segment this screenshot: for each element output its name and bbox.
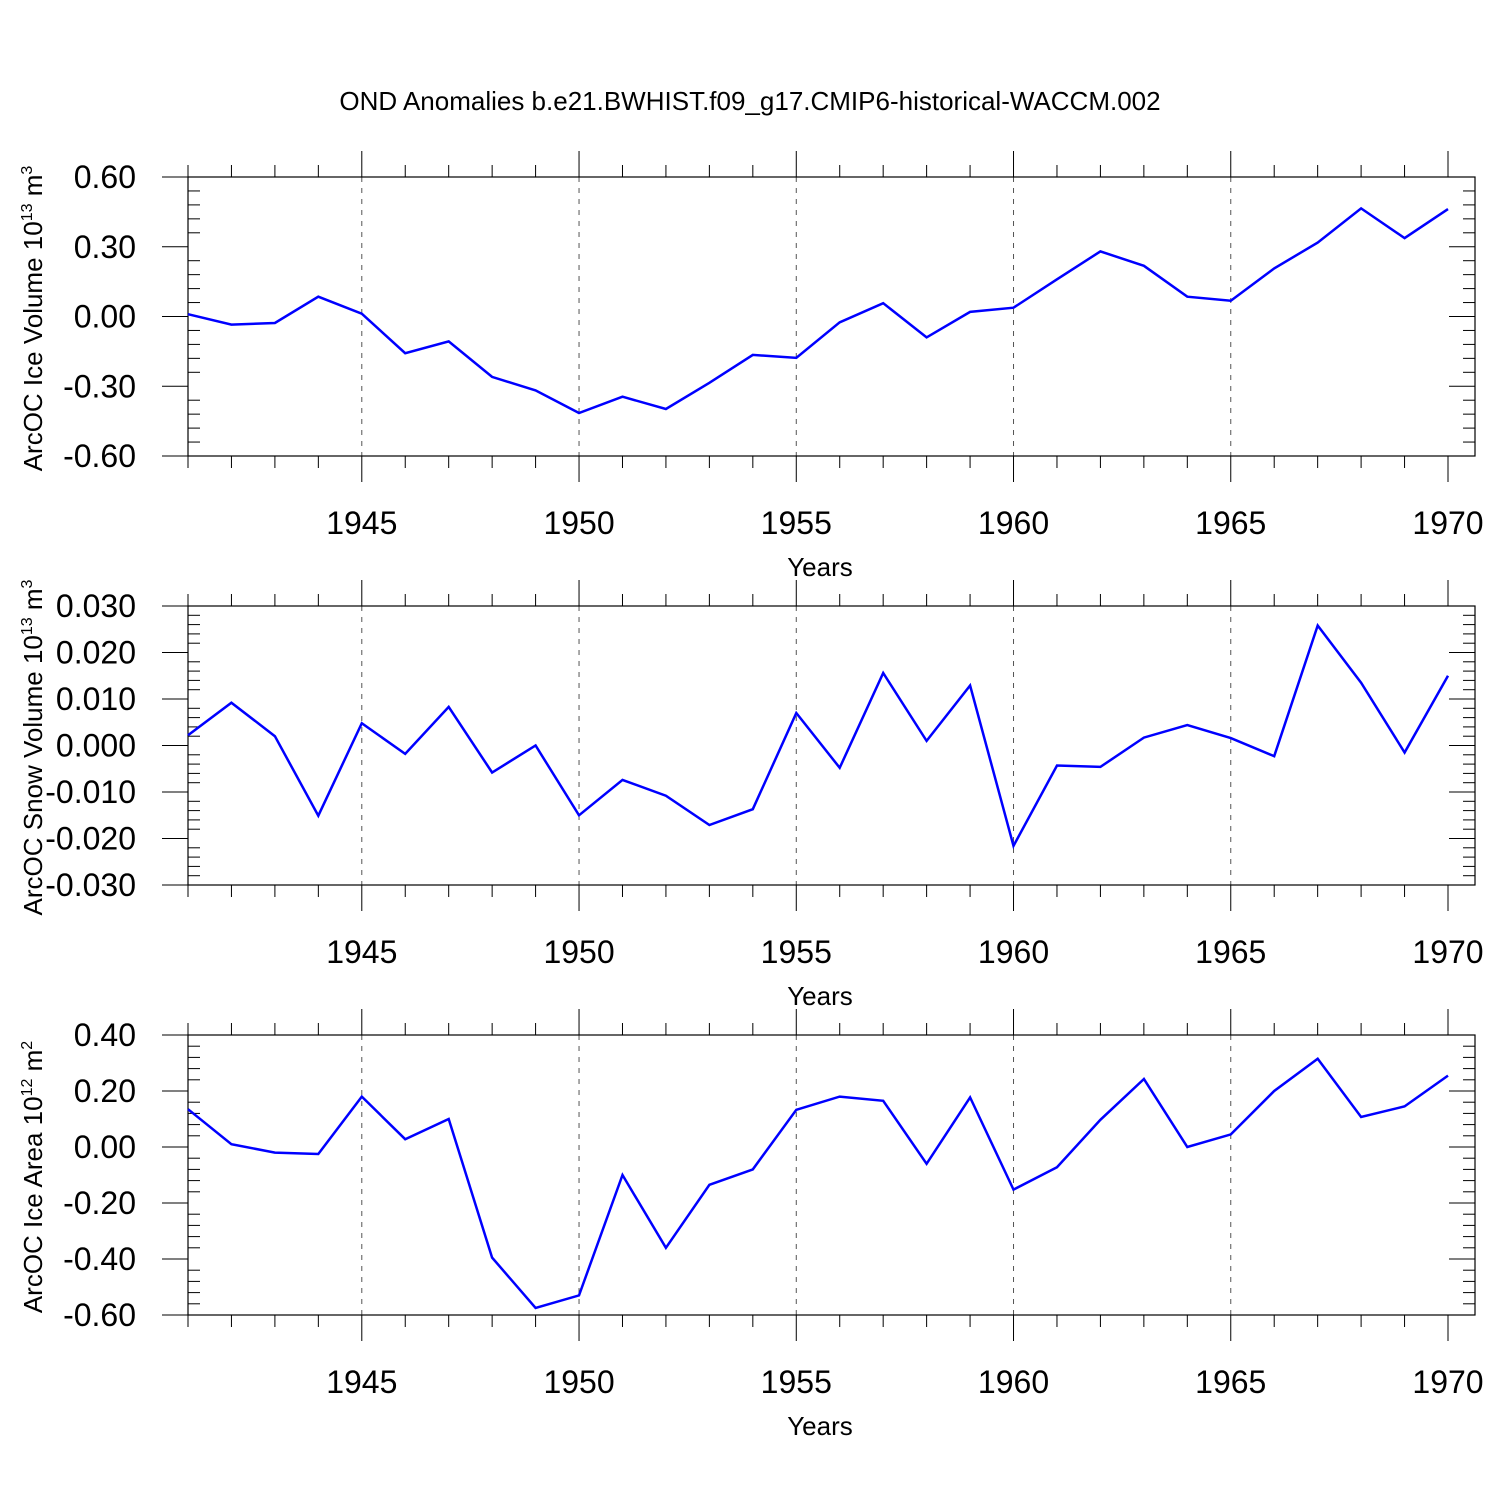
ice-area-series-line — [187, 1057, 1449, 1310]
snow-volume-y-tick-label: 0.000 — [56, 728, 136, 764]
ice-area-y-tick-label: 0.00 — [74, 1129, 136, 1165]
snow-volume-y-tick-label: 0.020 — [56, 635, 136, 671]
ice-volume-y-axis-title: ArcOC Ice Volume 1013 m3 — [18, 166, 48, 472]
ice-volume-y-tick-label: 0.30 — [74, 229, 136, 265]
ice-volume-x-tick-label: 1965 — [1195, 505, 1266, 541]
snow-volume-y-axis-title: ArcOC Snow Volume 1013 m3 — [18, 579, 48, 915]
panel-snow-volume: 1945 1950 1955 1960 1965 1970 Years -0.030 -0.02… — [18, 579, 1484, 1011]
snow-volume-y-tick-label: -0.030 — [45, 867, 136, 903]
snow-volume-x-tick-label: 1965 — [1195, 934, 1266, 970]
ice-volume-x-tick-label: 1945 — [326, 505, 397, 541]
ice-area-x-tick-label: 1965 — [1195, 1364, 1266, 1400]
ice-volume-series-line — [187, 206, 1449, 415]
panel-ice-area: 1945 1950 1955 1960 1965 1970 Years -0.60 -0.40 -… — [18, 1009, 1484, 1441]
snow-volume-y-tick-label: -0.010 — [45, 774, 136, 810]
ice-area-x-tick-label: 1950 — [543, 1364, 614, 1400]
snow-volume-frame — [187, 605, 1476, 886]
ice-area-x-tick-label: 1970 — [1412, 1364, 1483, 1400]
snow-volume-y-tick-label: 0.010 — [56, 681, 136, 717]
snow-volume-x-tick-label: 1970 — [1412, 934, 1483, 970]
figure-title: OND Anomalies b.e21.BWHIST.f09_g17.CMIP6… — [339, 86, 1160, 116]
ice-area-x-tick-label: 1960 — [978, 1364, 1049, 1400]
ice-area-x-tick-label: 1955 — [761, 1364, 832, 1400]
ice-area-y-axis-title: ArcOC Ice Area 1012 m2 — [18, 1041, 48, 1313]
ice-volume-y-tick-label: 0.60 — [74, 159, 136, 195]
snow-volume-y-tick-label: -0.020 — [45, 821, 136, 857]
ice-area-y-tick-label: 0.20 — [74, 1073, 136, 1109]
panel-ice-volume: 1945 1950 1955 1960 1965 1970 Years -0.60 -0.30 0… — [18, 151, 1484, 582]
snow-volume-x-tick-label: 1960 — [978, 934, 1049, 970]
snow-volume-x-tick-label: 1950 — [543, 934, 614, 970]
snow-volume-x-axis-title: Years — [787, 981, 853, 1011]
snow-volume-x-tick-label: 1955 — [761, 934, 832, 970]
ice-volume-y-tick-label: 0.00 — [74, 299, 136, 335]
ice-volume-x-tick-label: 1960 — [978, 505, 1049, 541]
ice-volume-x-axis-title: Years — [787, 552, 853, 582]
snow-volume-series-line — [187, 622, 1450, 850]
ice-area-y-tick-label: -0.60 — [63, 1297, 136, 1333]
ice-area-x-tick-label: 1945 — [326, 1364, 397, 1400]
ice-area-y-tick-label: -0.40 — [63, 1241, 136, 1277]
ice-volume-frame — [187, 176, 1476, 457]
ice-area-y-tick-label: -0.20 — [63, 1185, 136, 1221]
snow-volume-y-tick-label: 0.030 — [56, 588, 136, 624]
ice-area-x-axis-title: Years — [787, 1411, 853, 1441]
ice-volume-x-tick-label: 1970 — [1412, 505, 1483, 541]
ice-area-y-tick-label: 0.40 — [74, 1017, 136, 1053]
ice-volume-y-tick-label: -0.30 — [63, 368, 136, 404]
ice-volume-x-tick-label: 1950 — [543, 505, 614, 541]
snow-volume-x-tick-label: 1945 — [326, 934, 397, 970]
ice-volume-y-tick-label: -0.60 — [63, 438, 136, 474]
ice-area-frame — [187, 1034, 1476, 1316]
ice-volume-x-tick-label: 1955 — [761, 505, 832, 541]
